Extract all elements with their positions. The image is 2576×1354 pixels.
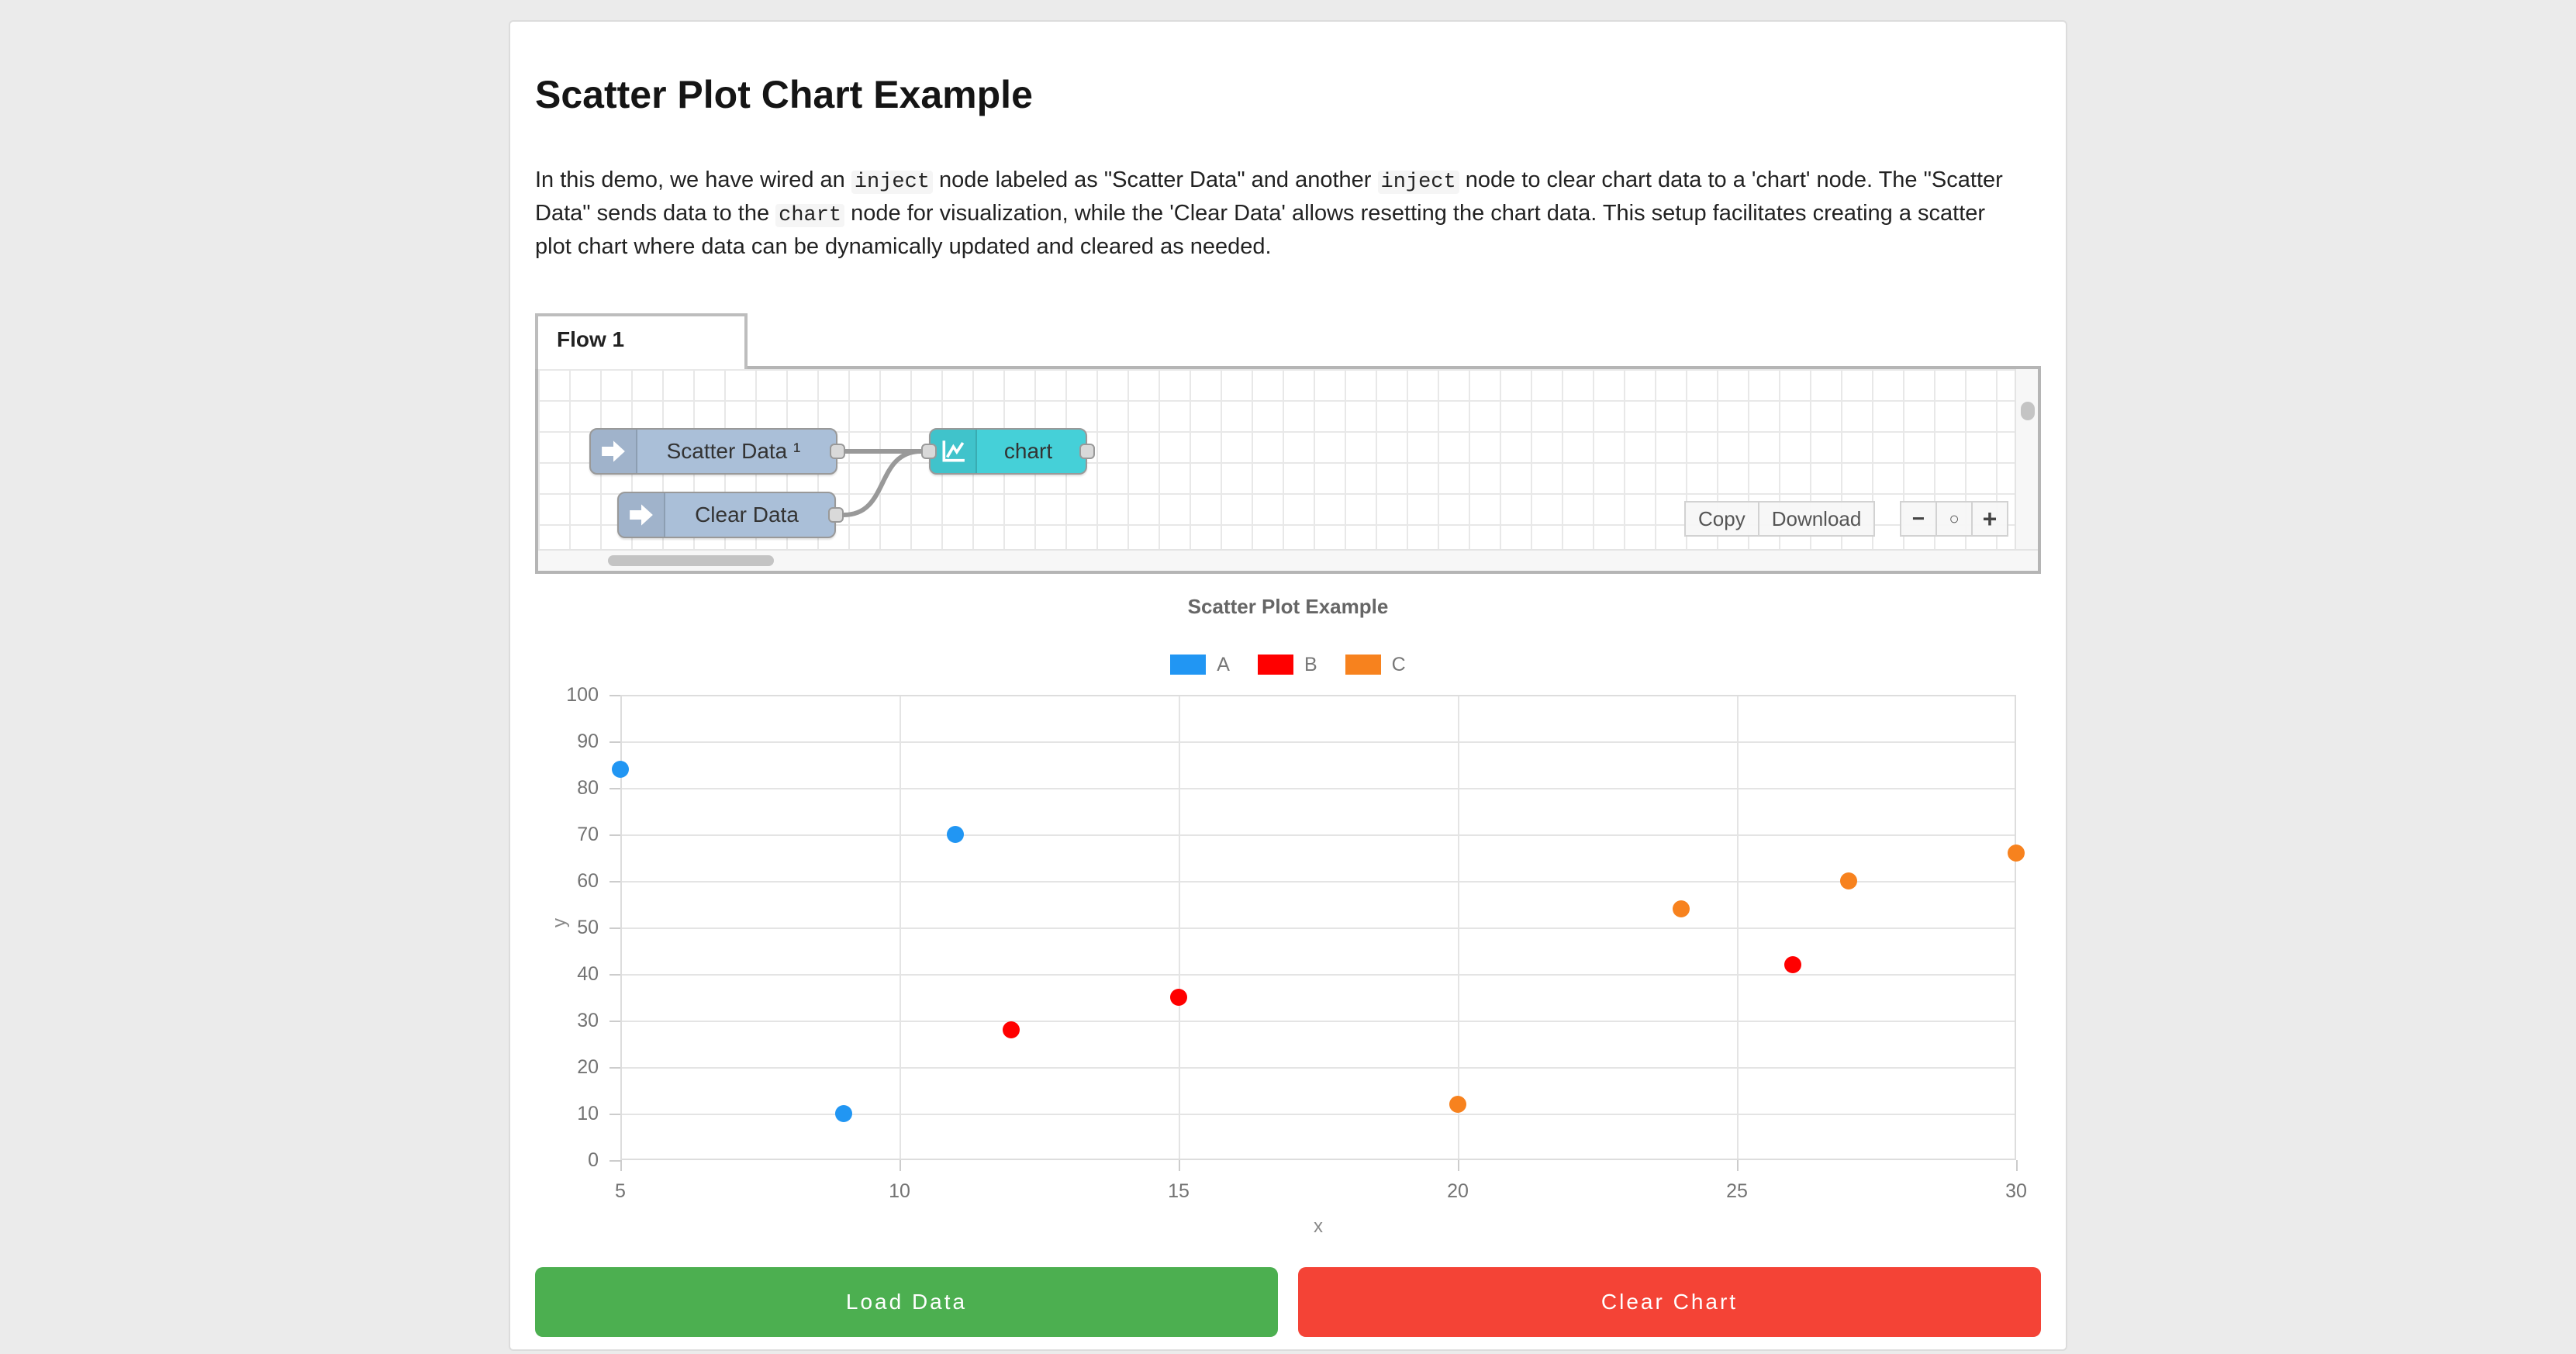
legend-item-C[interactable]: C [1345,654,1406,676]
y-tick-label: 50 [577,917,599,938]
y-tick-label: 100 [566,684,599,706]
node-output-port[interactable] [1079,444,1095,459]
description-text: node for visualization, while the 'Clear… [535,201,1986,259]
node-label: Clear Data [695,503,799,527]
data-point-A [947,826,964,843]
page-title: Scatter Plot Chart Example [535,73,1033,116]
y-tick-label: 10 [577,1103,599,1124]
y-tick-label: 90 [577,731,599,752]
legend-item-A[interactable]: A [1170,654,1230,676]
legend-item-B[interactable]: B [1257,653,1317,676]
data-point-B [1784,956,1801,973]
node-label: chart [1003,439,1053,463]
data-point-B [1170,989,1187,1006]
description-text: node to clear chart data to a 'chart' no… [535,168,2003,226]
x-tick-label: 25 [1726,1180,1748,1202]
data-point-A [612,761,629,778]
inject-arrow-icon [591,430,637,473]
node-output-port[interactable] [830,444,845,459]
x-tick-label: 10 [889,1180,910,1202]
y-tick-label: 40 [577,963,599,985]
legend-swatch [1345,655,1381,675]
description-text: node labeled as "Scatter Data" and anoth… [932,168,1378,192]
flow-node-clear-data[interactable]: Clear Data [617,492,844,538]
x-tick-label: 20 [1447,1180,1469,1202]
data-point-A [835,1105,852,1122]
inline-code: inject [851,171,933,194]
flow-node-scatter-data[interactable]: Scatter Data ¹ [589,428,845,475]
download-button[interactable]: Download [1757,501,1876,537]
legend-label: A [1217,653,1230,675]
node-label: Scatter Data ¹ [666,439,801,463]
data-point-B [1003,1021,1020,1038]
y-tick-label: 20 [577,1056,599,1078]
legend-swatch [1257,655,1293,675]
description-text: In this demo, we have wired an [535,168,851,192]
y-tick-label: 0 [588,1149,599,1171]
copy-button[interactable]: Copy [1684,501,1759,537]
horizontal-scrollbar[interactable] [538,549,2038,571]
inline-code: chart [775,204,845,227]
legend-label: B [1304,653,1317,675]
content-card: Scatter Plot Chart Example In this demo,… [509,20,2067,1351]
inject-arrow-icon [619,493,665,537]
wire-layer [841,449,924,517]
x-axis-title: x [1314,1216,1323,1237]
zoom-out-button[interactable]: − [1900,501,1937,537]
load-data-button[interactable]: Load Data [535,1267,1278,1337]
data-point-C [2008,845,2025,862]
line-chart-icon [931,430,977,473]
canvas-buttons: Copy Download [1684,501,1876,537]
chart-title: Scatter Plot Example [1187,595,1389,618]
zoom-in-button[interactable]: + [1971,501,2008,537]
y-tick-label: 70 [577,824,599,845]
flow-node-chart[interactable]: chart [921,428,1095,475]
data-point-C [1840,872,1857,889]
clear-chart-button[interactable]: Clear Chart [1298,1267,2041,1337]
flow-editor: Flow 1 Scatter Data ¹ chart Clear Data Cop… [535,313,2041,574]
x-tick-label: 5 [615,1180,626,1202]
x-tick-label: 30 [2005,1180,2027,1202]
y-tick-label: 30 [577,1010,599,1031]
vertical-scrollbar[interactable] [2015,369,2038,551]
node-output-port[interactable] [828,507,844,523]
flow-tab[interactable]: Flow 1 [535,313,748,369]
data-point-C [1673,900,1690,917]
description: In this demo, we have wired an inject no… [535,164,2024,262]
plot-area [620,695,2016,1160]
zoom-reset-button[interactable]: ○ [1935,501,1973,537]
vertical-scrollbar-thumb[interactable] [2021,402,2035,420]
horizontal-scrollbar-thumb[interactable] [608,555,774,566]
chart-legend: A B C [535,653,2041,676]
legend-swatch [1170,655,1207,675]
node-input-port[interactable] [921,444,937,459]
plot-area-wrap: y x 0 10 20 30 40 50 60 70 80 90 100 5 10 15 20 25 30 [549,684,2027,1237]
x-tick-label: 15 [1168,1180,1190,1202]
data-point-C [1449,1096,1466,1113]
flow-canvas-workspace[interactable]: Scatter Data ¹ chart Clear Data Copy Downl… [535,366,2041,574]
wire[interactable] [841,449,924,517]
flow-tab-label: Flow 1 [557,327,625,351]
legend-label: C [1391,653,1406,675]
inline-code: inject [1377,171,1459,194]
zoom-controls: − ○ + [1900,501,2008,537]
y-tick-label: 80 [577,777,599,799]
y-tick-label: 60 [577,870,599,892]
action-buttons: Load Data Clear Chart [535,1267,2041,1337]
